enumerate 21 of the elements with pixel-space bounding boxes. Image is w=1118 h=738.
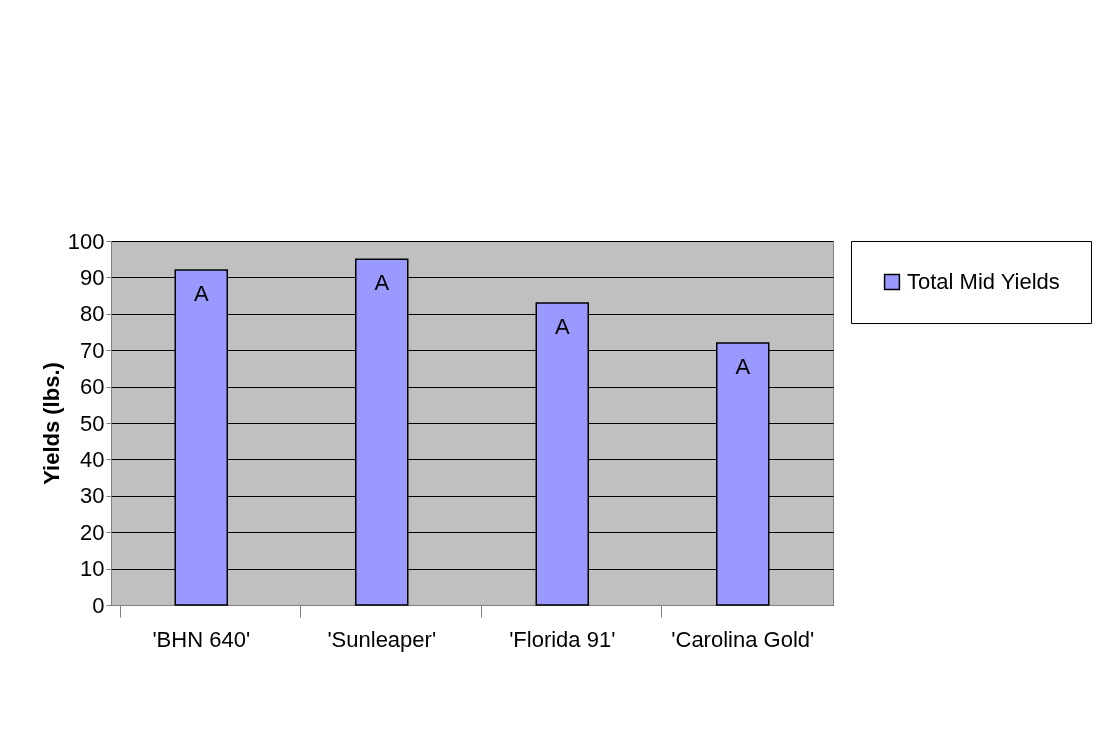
y-tick-label: 30 <box>80 483 105 509</box>
y-tick-label: 60 <box>80 374 105 400</box>
x-tick-label: 'Florida 91' <box>509 626 616 652</box>
x-tick-label: 'BHN 640' <box>152 626 251 652</box>
y-tick-label: 80 <box>80 301 105 327</box>
annotation: A <box>193 281 209 307</box>
annotation: A <box>735 353 751 379</box>
annotation: A <box>374 270 390 296</box>
y-tick-label: 0 <box>92 592 105 618</box>
legend-label: Total Mid Yields <box>907 269 1060 294</box>
y-tick-label: 70 <box>80 337 105 363</box>
x-tick-label: 'Carolina Gold' <box>671 626 815 652</box>
y-tick-label: 50 <box>80 410 105 436</box>
y-axis-title: Yields (lbs.) <box>38 362 64 485</box>
x-tick-label: 'Sunleaper' <box>327 626 437 652</box>
y-tick-label: 40 <box>80 446 105 472</box>
annotation: A <box>554 313 570 339</box>
y-tick-label: 20 <box>80 519 105 545</box>
y-tick-label: 90 <box>80 264 105 290</box>
y-tick-label: 100 <box>67 228 105 254</box>
y-tick-label: 10 <box>80 556 105 582</box>
